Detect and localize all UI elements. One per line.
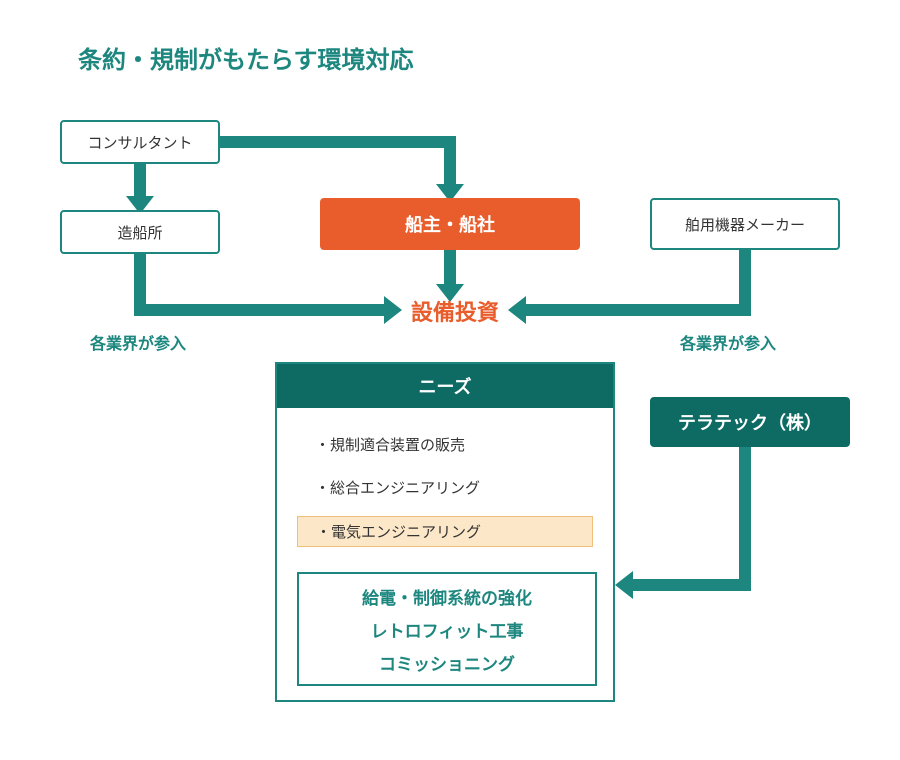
node-shipowner: 船主・船社 xyxy=(320,198,580,250)
arrow-consultant-to-shipyard xyxy=(126,164,154,214)
needs-panel: ニーズ・規制適合装置の販売・総合エンジニアリング・電気エンジニアリング給電・制御… xyxy=(275,362,615,702)
label-entry_right: 各業界が参入 xyxy=(680,330,776,354)
inner-box-line-0: 給電・制御系統の強化 xyxy=(362,584,532,609)
needs-inner-box: 給電・制御系統の強化レトロフィット工事コミッショニング xyxy=(297,572,597,686)
diagram-title: 条約・規制がもたらす環境対応 xyxy=(78,40,414,75)
node-teratech: テラテック（株） xyxy=(650,397,850,447)
needs-item-1: ・総合エンジニアリング xyxy=(297,473,593,502)
node-consultant: コンサルタント xyxy=(60,120,220,164)
needs-header: ニーズ xyxy=(277,364,613,408)
node-investment: 設備投資 xyxy=(400,296,510,326)
needs-item-0: ・規制適合装置の販売 xyxy=(297,430,593,459)
needs-item-2: ・電気エンジニアリング xyxy=(297,516,593,547)
inner-box-line-2: コミッショニング xyxy=(379,650,515,675)
needs-body: ・規制適合装置の販売・総合エンジニアリング・電気エンジニアリング給電・制御系統の… xyxy=(277,408,613,547)
inner-box-line-1: レトロフィット工事 xyxy=(371,617,524,642)
arrow-maker-to-investment xyxy=(508,250,745,324)
arrow-consultant-to-shipowner xyxy=(220,142,464,202)
arrow-teratech-to-innerbox xyxy=(615,447,745,599)
label-entry_left: 各業界が参入 xyxy=(90,330,186,354)
arrow-shipyard-to-investment xyxy=(140,254,402,324)
node-shipyard: 造船所 xyxy=(60,210,220,254)
node-maker: 舶用機器メーカー xyxy=(650,198,840,250)
